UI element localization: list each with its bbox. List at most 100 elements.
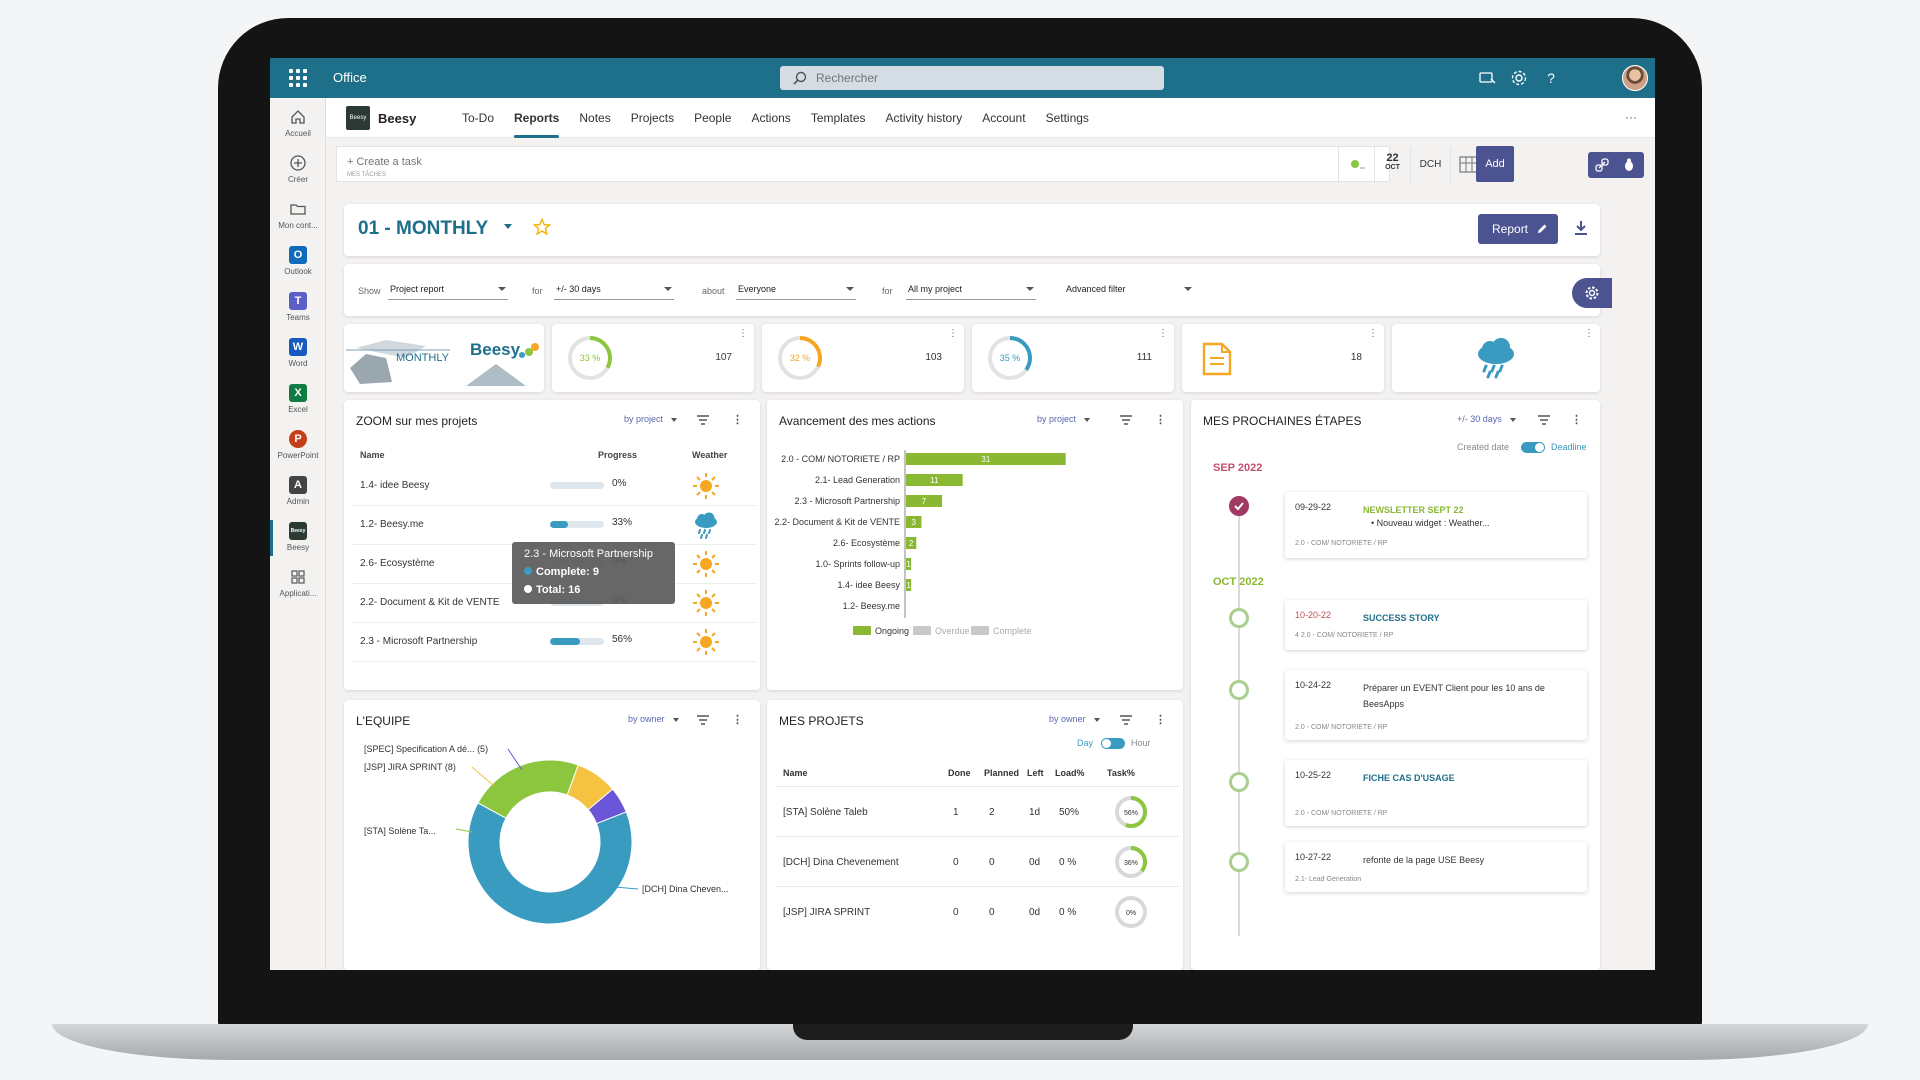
bar[interactable] <box>906 579 912 591</box>
rail-item-creer[interactable]: Créer <box>270 148 326 192</box>
legend-label[interactable]: Ongoing <box>875 626 909 636</box>
kebab-icon[interactable]: ⋮ <box>1158 328 1168 339</box>
priority-icon[interactable] <box>1338 147 1374 183</box>
kebab-icon[interactable]: ⋮ <box>738 328 748 339</box>
timeline-card[interactable]: 10-25-22 FICHE CAS D'USAGE 2.0 - COM/ NO… <box>1285 760 1587 826</box>
legend-label[interactable]: Complete <box>993 626 1032 636</box>
table-row[interactable]: [JSP] JIRA SPRINT 0 0 0d 0 % 0% <box>775 886 1179 936</box>
donut-slice[interactable] <box>477 759 579 819</box>
add-task-button[interactable]: Add <box>1476 146 1514 182</box>
tab-reports[interactable]: Reports <box>504 98 569 138</box>
kebab-icon[interactable]: ⋮ <box>1155 714 1166 726</box>
table-row[interactable]: [DCH] Dina Chevenement 0 0 0d 0 % 36% <box>775 836 1179 886</box>
kebab-icon[interactable]: ⋮ <box>732 414 743 426</box>
bar[interactable] <box>906 474 963 486</box>
avatar[interactable] <box>1622 65 1648 91</box>
kpi-tile-4[interactable]: 18 ⋮ <box>1182 324 1384 392</box>
rail-item-outlook[interactable]: O Outlook <box>270 240 326 284</box>
bar[interactable] <box>906 558 912 570</box>
rail-item-accueil[interactable]: Accueil <box>270 102 326 146</box>
tab-actions[interactable]: Actions <box>751 111 791 125</box>
kpi-tile-weather[interactable]: ⋮ <box>1392 324 1600 392</box>
search-input[interactable] <box>816 71 1116 85</box>
table-row[interactable]: 1.2- Beesy.me 33% <box>352 505 756 545</box>
tab-account[interactable]: Account <box>982 111 1026 125</box>
rail-item-powerpoint[interactable]: P PowerPoint <box>270 424 326 468</box>
equipe-group-select[interactable]: by owner <box>628 714 679 724</box>
kebab-icon[interactable]: ⋮ <box>948 328 958 339</box>
timeline-card[interactable]: 10-20-22 SUCCESS STORY 4 2.0 - COM/ NOTO… <box>1285 600 1587 650</box>
due-date-picker[interactable]: 22 OCT <box>1374 147 1410 183</box>
tab-activity-history[interactable]: Activity history <box>885 111 963 125</box>
rail-item-excel[interactable]: X Excel <box>270 378 326 422</box>
star-icon[interactable] <box>533 218 551 236</box>
tab-templates[interactable]: Templates <box>810 111 866 125</box>
more-menu-icon[interactable]: ··· <box>1625 110 1637 124</box>
beesy-logo[interactable]: Beesy <box>346 106 370 130</box>
kebab-icon[interactable]: ⋮ <box>1155 414 1166 426</box>
kebab-icon[interactable]: ⋮ <box>1571 414 1582 426</box>
rail-item-applications[interactable]: Applicati... <box>270 562 326 606</box>
day-hour-toggle[interactable] <box>1101 738 1125 749</box>
settings-icon[interactable] <box>1509 68 1529 88</box>
rail-item-admin[interactable]: A Admin <box>270 470 326 514</box>
show-select[interactable]: Project report <box>388 278 508 300</box>
create-task-input[interactable] <box>347 156 647 168</box>
link-icon[interactable] <box>1594 157 1610 173</box>
tab-projects[interactable]: Projects <box>630 111 675 125</box>
table-row[interactable]: 1.4- idee Beesy 0% <box>352 466 756 506</box>
report-button[interactable]: Report <box>1478 214 1558 244</box>
donut-slice[interactable] <box>587 788 627 825</box>
kpi-tile-1[interactable]: 33 % 107 ⋮ <box>552 324 754 392</box>
chevron-down-icon[interactable] <box>504 224 512 229</box>
tab-people[interactable]: People <box>694 111 732 125</box>
report-title[interactable]: 01 - MONTHLY <box>358 218 489 239</box>
filter-settings-button[interactable] <box>1572 278 1612 308</box>
bar[interactable] <box>906 453 1066 465</box>
feedback-icon[interactable] <box>1477 68 1497 88</box>
owner-initials[interactable]: DCH <box>1410 147 1450 183</box>
tab-settings[interactable]: Settings <box>1045 111 1089 125</box>
period-select[interactable]: +/- 30 days <box>554 278 674 300</box>
bar[interactable] <box>906 516 922 528</box>
kebab-icon[interactable]: ⋮ <box>1584 328 1594 339</box>
bar[interactable] <box>906 537 917 549</box>
legend-label[interactable]: Overdue <box>935 626 970 636</box>
table-row[interactable]: [STA] Solène Taleb 1 2 1d 50% 56% <box>775 786 1179 836</box>
timeline-card[interactable]: 10-24-22 Préparer un EVENT Client pour l… <box>1285 670 1587 740</box>
filter-icon[interactable] <box>1537 414 1551 426</box>
table-row[interactable]: 2.3 - Microsoft Partnership 56% <box>352 622 756 662</box>
tab-todo[interactable]: To-Do <box>462 111 495 125</box>
filter-icon[interactable] <box>1119 714 1133 726</box>
help-icon[interactable]: ? <box>1541 68 1561 88</box>
advanced-filter-select[interactable]: Advanced filter <box>1064 278 1194 300</box>
avancement-group-select[interactable]: by project <box>1037 414 1090 424</box>
office-title[interactable]: Office <box>333 70 367 85</box>
app-launcher-icon[interactable] <box>286 66 310 90</box>
donut-slice[interactable] <box>467 802 633 925</box>
filter-icon[interactable] <box>1119 414 1133 426</box>
zoom-group-select[interactable]: by project <box>624 414 677 424</box>
tab-notes[interactable]: Notes <box>579 111 611 125</box>
filter-icon[interactable] <box>696 414 710 426</box>
timeline-card[interactable]: 09-29-22 NEWSLETTER SEPT 22 • Nouveau wi… <box>1285 492 1587 558</box>
about-select[interactable]: Everyone <box>736 278 856 300</box>
filter-icon[interactable] <box>696 714 710 726</box>
bee-icon[interactable] <box>1621 157 1637 173</box>
project-select[interactable]: All my project <box>906 278 1036 300</box>
download-icon[interactable] <box>1572 219 1590 237</box>
bar[interactable] <box>906 495 943 507</box>
rail-item-teams[interactable]: T Teams <box>270 286 326 330</box>
kpi-tile-2[interactable]: 32 % 103 ⋮ <box>762 324 964 392</box>
timeline-card[interactable]: 10-27-22 refonte de la page USE Beesy 2.… <box>1285 842 1587 892</box>
rail-item-beesy[interactable]: Beesy Beesy <box>270 516 326 560</box>
kebab-icon[interactable]: ⋮ <box>732 714 743 726</box>
date-mode-toggle[interactable] <box>1521 442 1545 453</box>
rail-item-mon-contenu[interactable]: Mon cont... <box>270 194 326 238</box>
kpi-tile-3[interactable]: 35 % 111 ⋮ <box>972 324 1174 392</box>
search-box[interactable] <box>780 66 1164 90</box>
rail-item-word[interactable]: W Word <box>270 332 326 376</box>
etapes-period-select[interactable]: +/- 30 days <box>1457 414 1516 424</box>
kebab-icon[interactable]: ⋮ <box>1368 328 1378 339</box>
projets-group-select[interactable]: by owner <box>1049 714 1100 724</box>
